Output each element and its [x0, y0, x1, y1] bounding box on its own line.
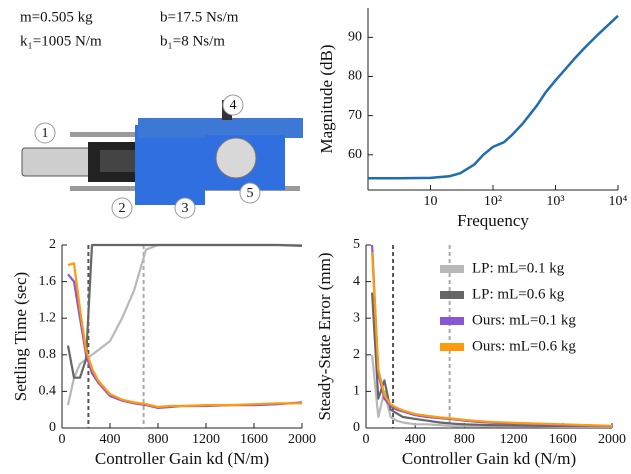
y-tick-label: 1	[353, 384, 360, 399]
x-tick-label: 10⁴	[609, 194, 628, 209]
y-axis-label: Settling Time (sec)	[11, 272, 30, 401]
y-tick-label: 2	[353, 347, 360, 362]
x-tick-label: 400	[405, 432, 426, 447]
x-tick-label: 10²	[484, 194, 502, 209]
y-axis-label: Steady-State Error (mm)	[315, 252, 334, 420]
device-photo	[21, 100, 303, 205]
series-line	[67, 262, 302, 409]
y-tick-label: 0	[49, 420, 56, 435]
x-tick-label: 400	[100, 432, 121, 447]
x-tick-label: 1600	[240, 432, 268, 447]
x-tick-label: 2000	[598, 432, 626, 447]
y-tick-label: 70	[348, 108, 362, 123]
x-axis-label: Controller Gain kd (N/m)	[95, 449, 269, 468]
y-axis-label: Magnitude (dB)	[317, 44, 336, 153]
series-line	[371, 354, 612, 428]
x-tick-label: 1600	[549, 432, 577, 447]
series-line	[66, 243, 302, 406]
legend-label: LP: mL=0.6 kg	[472, 286, 565, 302]
y-tick-label: 1.6	[39, 274, 57, 289]
x-tick-label: 1200	[192, 432, 220, 447]
y-tick-label: 0.4	[39, 384, 57, 399]
x-tick-label: 800	[454, 432, 475, 447]
param: k₁=1005 N/m	[20, 33, 102, 49]
y-tick-label: 4	[353, 274, 360, 289]
y-tick-label: 5	[353, 237, 360, 252]
x-tick-label: 0	[59, 432, 66, 447]
photo-callouts: 1 2 3 4 5	[34, 94, 261, 219]
y-tick-label: 90	[348, 30, 362, 45]
x-tick-label: 10³	[546, 194, 564, 209]
x-tick-label: 1200	[500, 432, 528, 447]
x-axis-label: Frequency	[457, 211, 529, 230]
y-tick-label: 1.2	[39, 310, 57, 325]
legend-label: Ours: mL=0.6 kg	[472, 338, 576, 354]
param: m=0.505 kg	[20, 9, 93, 25]
param: b₁=8 Ns/m	[160, 33, 225, 49]
y-tick-label: 0.8	[39, 347, 57, 362]
legend-label: Ours: mL=0.1 kg	[472, 312, 576, 328]
series-line	[66, 243, 303, 379]
y-tick-label: 3	[353, 310, 360, 325]
series-line	[371, 252, 613, 427]
series-line	[368, 14, 619, 180]
param: b=17.5 Ns/m	[160, 9, 239, 25]
callout: 3	[182, 201, 189, 216]
callout: 5	[247, 186, 254, 201]
x-axis-label: Controller Gain kd (N/m)	[402, 449, 576, 468]
y-tick-label: 60	[348, 147, 362, 162]
callout: 2	[119, 201, 126, 216]
x-tick-label: 800	[148, 432, 169, 447]
callout: 4	[230, 98, 237, 113]
x-tick-label: 2000	[288, 432, 316, 447]
y-tick-label: 2	[49, 237, 56, 252]
x-tick-label: 0	[363, 432, 370, 447]
x-tick-label: 10	[424, 194, 438, 209]
y-tick-label: 80	[348, 69, 362, 84]
y-tick-label: 0	[353, 420, 360, 435]
legend-label: LP: mL=0.1 kg	[472, 260, 565, 276]
callout: 1	[42, 126, 49, 141]
